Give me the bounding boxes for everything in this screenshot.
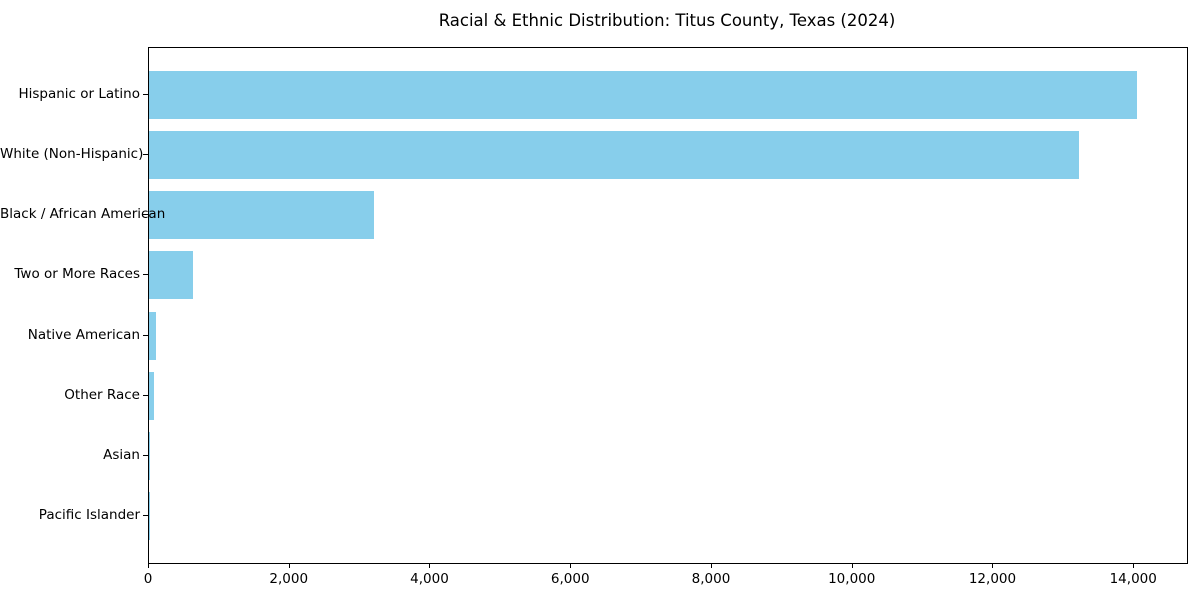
bar-hispanic-or-latino (149, 71, 1138, 120)
y-tick-mark-pacific-islander (143, 514, 148, 516)
x-tick-mark-2000 (288, 563, 290, 568)
y-tick-mark-other-race (143, 394, 148, 396)
y-axis-label-two-or-more-races: Two or More Races (14, 266, 140, 283)
x-tick-mark-14000 (1133, 563, 1135, 568)
bar-black-african-american (149, 191, 375, 240)
y-axis-label-black-african-american: Black / African American (0, 206, 166, 223)
x-axis-label-2000: 2,000 (269, 571, 309, 587)
bar-asian (149, 431, 150, 480)
x-axis-label-6000: 6,000 (550, 571, 590, 587)
y-tick-mark-black-african-american (143, 214, 148, 216)
x-axis-label-14000: 14,000 (1109, 571, 1157, 587)
x-axis-label-0: 0 (143, 571, 153, 587)
x-tick-mark-0 (148, 563, 149, 568)
bar-other-race (149, 371, 154, 420)
y-axis-label-pacific-islander: Pacific Islander (38, 506, 140, 523)
x-tick-mark-6000 (570, 563, 572, 568)
chart-title: Racial & Ethnic Distribution: Titus Coun… (438, 11, 896, 30)
plot-area (148, 47, 1188, 564)
bar-two-or-more-races (149, 251, 194, 300)
bar-white-non-hispanic (149, 131, 1080, 180)
x-tick-mark-10000 (851, 563, 853, 568)
y-tick-mark-asian (143, 454, 148, 456)
x-tick-mark-12000 (992, 563, 994, 568)
x-tick-mark-8000 (710, 563, 712, 568)
y-tick-mark-two-or-more-races (143, 274, 148, 276)
y-tick-mark-native-american (143, 334, 148, 336)
y-axis-label-native-american: Native American (27, 326, 140, 343)
y-axis-label-white-non-hispanic: White (Non-Hispanic) (0, 146, 144, 163)
x-axis-label-4000: 4,000 (410, 571, 449, 587)
y-tick-mark-hispanic-or-latino (143, 94, 148, 96)
y-tick-mark-white-non-hispanic (143, 154, 148, 156)
y-axis-label-other-race: Other Race (64, 386, 140, 403)
x-axis-label-8000: 8,000 (691, 571, 731, 587)
x-tick-mark-4000 (429, 563, 431, 568)
x-axis-label-10000: 10,000 (828, 571, 876, 587)
bar-native-american (149, 311, 157, 360)
y-axis-label-asian: Asian (103, 446, 140, 463)
x-axis-label-12000: 12,000 (968, 571, 1017, 587)
y-axis-label-hispanic-or-latino: Hispanic or Latino (18, 86, 140, 103)
